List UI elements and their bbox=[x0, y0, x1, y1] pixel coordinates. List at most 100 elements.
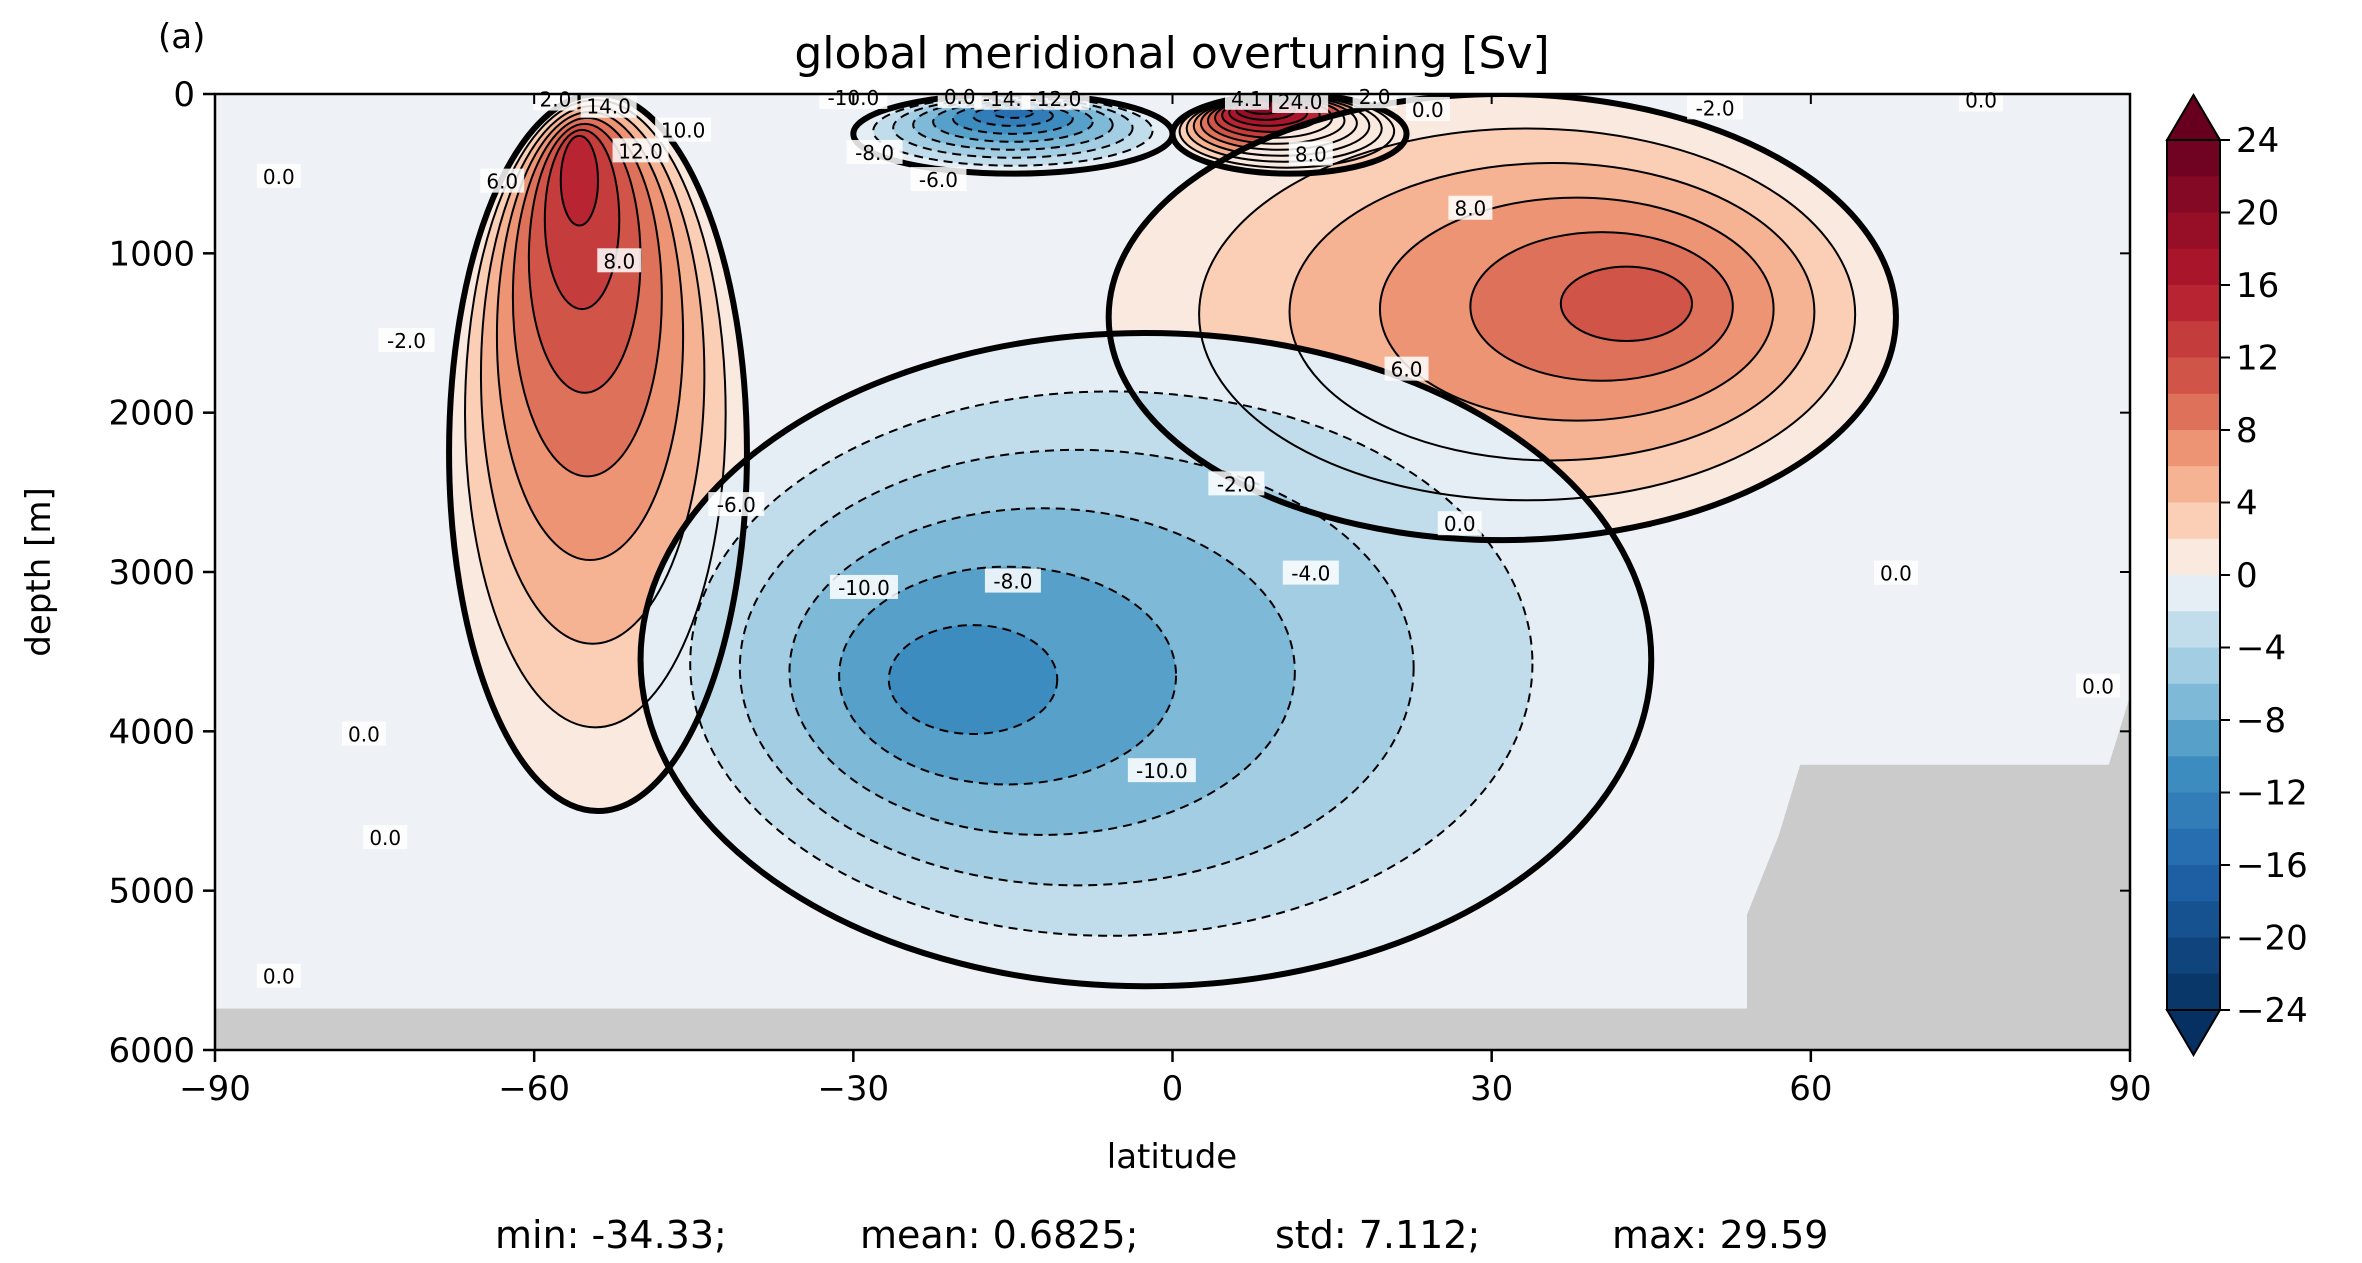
colorbar-tick-label: −4 bbox=[2236, 629, 2286, 669]
stat-max: max: 29.59 bbox=[1612, 1213, 1828, 1257]
contour-label: 0.0 bbox=[944, 85, 976, 109]
colorbar-extend-top bbox=[2165, 93, 2222, 141]
y-axis-label: depth [m] bbox=[19, 487, 59, 656]
x-axis-label: latitude bbox=[1107, 1137, 1237, 1177]
contour-label-bg bbox=[984, 568, 1041, 593]
colorbar-segment bbox=[2167, 140, 2220, 177]
land-mask-layer bbox=[215, 696, 2130, 1050]
contour-label-bg bbox=[612, 138, 669, 163]
contour-label: -10.0 bbox=[838, 576, 890, 600]
neg_abyssal_cell-contour-6 bbox=[887, 624, 1059, 735]
colorbar-tick-label: −20 bbox=[2236, 919, 2308, 959]
x-tick-label: −90 bbox=[179, 1069, 251, 1109]
colorbar-segment bbox=[2167, 828, 2220, 866]
contour-label-layer: 0.0 0.0 0.0 0.0 0.0 0.0 0.0 0.0 0.0 0.0 2.0 14.0 12.… bbox=[256, 84, 2121, 989]
x-tick-label: 0 bbox=[1162, 1069, 1184, 1109]
contour-label-bg bbox=[1224, 85, 1269, 110]
x-tick-label: 60 bbox=[1789, 1069, 1832, 1109]
colorbar-segment bbox=[2167, 720, 2220, 757]
contour-label: 6.0 bbox=[486, 170, 518, 194]
contour-label-bg bbox=[829, 574, 898, 599]
colorbar-segment bbox=[2167, 430, 2220, 467]
colorbar-segment bbox=[2167, 792, 2220, 830]
pos_southern_cell-contour-8 bbox=[559, 134, 600, 227]
stat-mean: mean: 0.6825; bbox=[860, 1213, 1138, 1257]
contour-label: 8.0 bbox=[603, 249, 635, 273]
neg_abyssal_cell-fill-6 bbox=[888, 625, 1058, 734]
contour-label: -2.0 bbox=[387, 329, 426, 353]
colorbar-segment bbox=[2167, 176, 2220, 213]
colorbar-segment bbox=[2167, 321, 2220, 358]
contour-label: 0.0 bbox=[348, 723, 380, 747]
contour-label-bg bbox=[1127, 758, 1196, 783]
colorbar-segment bbox=[2167, 393, 2220, 431]
contour-label: 0.0 bbox=[2082, 675, 2114, 699]
pos_southern_cell-contour-1 bbox=[446, 94, 750, 814]
colorbar-segment bbox=[2167, 248, 2220, 286]
contour-label-bg bbox=[1384, 356, 1429, 381]
colorbar-segment bbox=[2167, 647, 2220, 685]
panel-label: (a) bbox=[158, 17, 205, 57]
colorbar-segment bbox=[2167, 502, 2220, 540]
contour-label-bg bbox=[708, 492, 765, 517]
y-tick-label: 4000 bbox=[108, 712, 195, 752]
colorbar-segment bbox=[2167, 901, 2220, 938]
x-tick-label: −60 bbox=[498, 1069, 570, 1109]
contour-label: 14.0 bbox=[586, 95, 631, 119]
colorbar-tick-label: 8 bbox=[2236, 411, 2258, 451]
pos_nadw_cell-contour-2 bbox=[1198, 127, 1857, 502]
contour-label-bg bbox=[363, 825, 408, 850]
colorbar-tick-label: 0 bbox=[2236, 556, 2258, 596]
contour-label-bg bbox=[378, 327, 435, 352]
contour-label: 0.0 bbox=[1444, 512, 1476, 536]
plot-area: 0.0 0.0 0.0 0.0 0.0 0.0 0.0 0.0 0.0 0.0 2.0 14.0 12.… bbox=[213, 84, 2132, 1052]
contour-label-bg bbox=[1448, 195, 1493, 220]
contour-label: 8.0 bbox=[1454, 197, 1486, 221]
contour-label: 0.0 bbox=[1412, 98, 1444, 122]
colorbar-tick-label: 12 bbox=[2236, 339, 2279, 379]
contour-label-bg bbox=[1405, 96, 1450, 121]
contour-label: -12.0 bbox=[1030, 87, 1082, 111]
contour-label-bg bbox=[1687, 95, 1744, 120]
neg_abyssal_cell-contour-4 bbox=[788, 507, 1296, 836]
contour-line-layer bbox=[446, 94, 1899, 990]
contour-label-bg bbox=[256, 163, 301, 188]
x-tick-label: 90 bbox=[2108, 1069, 2151, 1109]
neg_tropical_upper-fill-8 bbox=[992, 107, 1033, 118]
contour-label-bg bbox=[846, 139, 903, 164]
chart-title: global meridional overturning [Sv] bbox=[794, 28, 1549, 79]
contour-label-bg bbox=[2076, 673, 2121, 698]
contour-label-bg bbox=[1288, 141, 1333, 166]
neg_abyssal_cell-contour-2 bbox=[689, 390, 1534, 937]
y-tick-label: 3000 bbox=[108, 553, 195, 593]
colorbar-segment bbox=[2167, 212, 2220, 250]
pos_nh_upper-contour-1 bbox=[1169, 94, 1410, 177]
contour-label: 6.0 bbox=[1391, 358, 1423, 382]
contour-label: 0.0 bbox=[1965, 88, 1997, 112]
colorbar-segment bbox=[2167, 756, 2220, 793]
contour-label: 4.1 bbox=[1231, 87, 1263, 111]
contour-label: -14. bbox=[983, 87, 1022, 111]
colorbar-extend-bottom bbox=[2165, 1009, 2222, 1057]
contour-label: -2.0 bbox=[1696, 96, 1735, 120]
colorbar-tick-label: 24 bbox=[2236, 121, 2279, 161]
pos_nadw_cell-fill-6 bbox=[1560, 266, 1693, 341]
contour-label: -4.0 bbox=[1291, 562, 1330, 586]
contour-label-bg bbox=[655, 117, 712, 142]
colorbar-segment bbox=[2167, 285, 2220, 322]
colorbar-segment bbox=[2167, 357, 2220, 395]
contour-label: -6.0 bbox=[717, 493, 756, 517]
contour-label: 0.0 bbox=[369, 826, 401, 850]
neg_tropical_upper-contour-3 bbox=[892, 96, 1134, 159]
pos_nadw_cell-contour-3 bbox=[1288, 162, 1816, 462]
colorbar-segment bbox=[2167, 575, 2220, 612]
x-tick-label: 30 bbox=[1470, 1069, 1513, 1109]
contour-label: 8.0 bbox=[1295, 143, 1327, 167]
colorbar-tick-label: −12 bbox=[2236, 774, 2308, 814]
contour-label: 0.0 bbox=[263, 965, 295, 989]
contour-label: 0.0 bbox=[263, 165, 295, 189]
y-tick-label: 1000 bbox=[108, 234, 195, 274]
colorbar-tick-label: 4 bbox=[2236, 484, 2258, 524]
colorbar-segment bbox=[2167, 683, 2220, 721]
